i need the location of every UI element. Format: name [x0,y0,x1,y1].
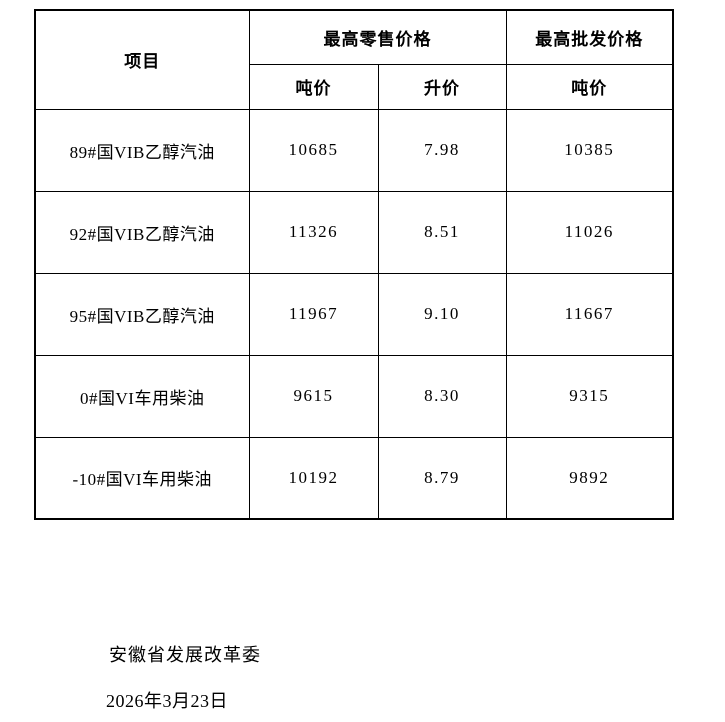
retail-liter-value: 9.10 [377,272,507,356]
header-max-wholesale-price: 最高批发价格 [505,9,674,65]
publish-date: 2026年3月23日 [106,691,228,711]
row-item-label: 0#国VI车用柴油 [34,354,250,438]
wholesale-ton-value: 9892 [505,436,674,520]
retail-ton-value: 11326 [248,190,379,274]
header-item: 项目 [34,9,250,110]
wholesale-ton-value: 11026 [505,190,674,274]
header-max-retail-price: 最高零售价格 [248,9,507,65]
table-row: -10#国VI车用柴油 10192 8.79 9892 [34,436,674,520]
retail-liter-value: 8.30 [377,354,507,438]
wholesale-ton-value: 11667 [505,272,674,356]
retail-ton-value: 9615 [248,354,379,438]
retail-ton-value: 10192 [248,436,379,520]
row-item-label: -10#国VI车用柴油 [34,436,250,520]
row-item-label: 92#国VIB乙醇汽油 [34,190,250,274]
header-wholesale-ton-price: 吨价 [505,63,674,110]
retail-ton-value: 11967 [248,272,379,356]
fuel-price-table: 项目 最高零售价格 最高批发价格 吨价 升价 吨价 89#国VIB乙醇汽油 10… [34,9,674,520]
wholesale-ton-value: 9315 [505,354,674,438]
issuer-name: 安徽省发展改革委 [109,645,261,665]
header-row-units: 吨价 升价 吨价 [35,63,674,110]
retail-liter-value: 7.98 [377,108,507,192]
table-row: 89#国VIB乙醇汽油 10685 7.98 10385 [34,108,674,192]
table-row: 92#国VIB乙醇汽油 11326 8.51 11026 [34,190,674,274]
header-row-group: 项目 最高零售价格 最高批发价格 [34,9,674,110]
table-row: 0#国VI车用柴油 9615 8.30 9315 [34,354,674,438]
wholesale-ton-value: 10385 [505,108,674,192]
retail-liter-value: 8.79 [377,436,507,520]
retail-ton-value: 10685 [248,108,379,192]
table-header: 项目 最高零售价格 最高批发价格 吨价 升价 吨价 [34,9,674,110]
row-item-label: 95#国VIB乙醇汽油 [34,272,250,356]
row-item-label: 89#国VIB乙醇汽油 [34,108,250,192]
header-retail-ton-price: 吨价 [248,63,379,110]
retail-liter-value: 8.51 [377,190,507,274]
table-row: 95#国VIB乙醇汽油 11967 9.10 11667 [34,272,674,356]
table-body: 89#国VIB乙醇汽油 10685 7.98 10385 92#国VIB乙醇汽油… [34,108,674,520]
header-retail-liter-price: 升价 [377,63,507,110]
